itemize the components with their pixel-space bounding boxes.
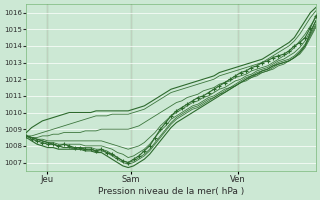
X-axis label: Pression niveau de la mer( hPa ): Pression niveau de la mer( hPa ) [98,187,244,196]
